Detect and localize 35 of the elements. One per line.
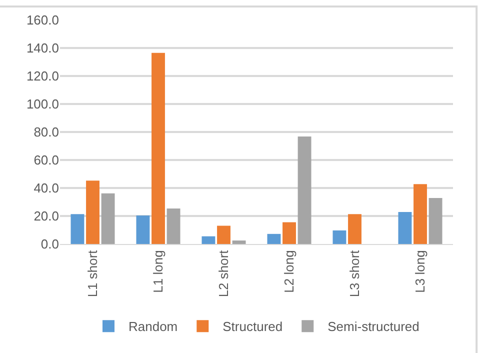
y-tick-label: 160.0 [26,12,59,28]
bar [298,136,312,244]
x-tick-label: L3 short [346,250,362,298]
y-tick-label: 80.0 [34,124,59,140]
y-tick-label: 120.0 [26,68,59,84]
y-tick-label: 40.0 [34,180,59,196]
x-tick-label: L2 long [281,250,296,293]
bar [152,52,165,244]
bar [217,226,230,244]
bar [166,208,180,244]
y-tick-label: 100.0 [26,96,59,112]
y-tick-label: 140.0 [26,40,59,56]
bar [428,198,442,244]
legend-label: Random [128,319,178,334]
bar [136,215,150,244]
bar [282,222,296,244]
bar [267,234,281,244]
bar [202,236,216,244]
y-tick-label: 60.0 [34,152,59,168]
bar [232,240,246,244]
bar [101,193,115,244]
x-tick-label: L1 short [84,250,100,298]
x-tick-label: L1 long [150,250,166,293]
y-tick-label: 0.0 [40,236,59,252]
x-tick-label: L2 short [216,250,231,298]
bar [414,184,427,244]
legend-label: Structured [222,319,283,334]
bar [86,180,100,244]
bar [332,230,346,244]
legend-label: Semi-structured [328,319,420,334]
x-tick-label: L3 long [412,250,428,293]
bar [398,212,412,244]
y-tick-label: 20.0 [34,208,59,224]
bar [348,214,362,244]
bar [70,214,84,244]
